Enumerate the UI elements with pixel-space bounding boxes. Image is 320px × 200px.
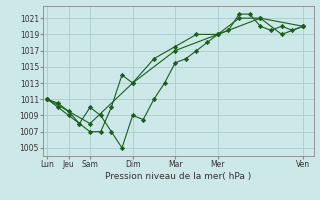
X-axis label: Pression niveau de la mer( hPa ): Pression niveau de la mer( hPa ) — [105, 172, 252, 181]
